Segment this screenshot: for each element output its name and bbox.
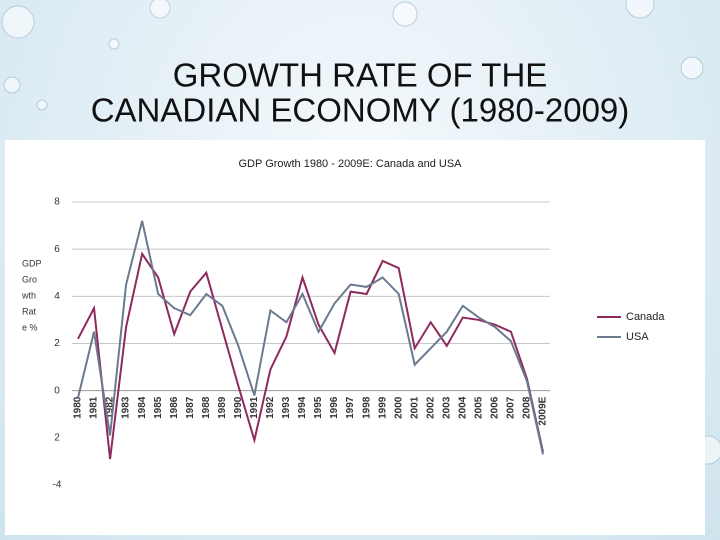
y-axis-label: Rat xyxy=(22,306,37,316)
y-tick-label: 8 xyxy=(54,197,60,208)
x-tick-label: 1980 xyxy=(73,396,84,419)
y-axis-label: GDP xyxy=(22,258,42,268)
y-axis-label: e % xyxy=(22,322,38,332)
x-tick-label: 1985 xyxy=(153,396,164,419)
series-line xyxy=(77,251,544,460)
series-line xyxy=(77,220,544,455)
x-tick-label: 1993 xyxy=(281,396,292,419)
y-tick-label: 4 xyxy=(54,291,60,302)
x-tick-label: 1991 xyxy=(249,396,260,419)
x-tick-label: 2009E xyxy=(538,396,549,425)
x-tick-label: 2006 xyxy=(490,396,501,419)
x-tick-label: 1998 xyxy=(361,396,372,419)
x-tick-label: 1988 xyxy=(201,396,212,419)
legend-label: Canada xyxy=(626,311,665,323)
x-tick-label: 2000 xyxy=(393,396,404,419)
x-tick-label: 2002 xyxy=(425,396,436,419)
x-tick-label: 1995 xyxy=(313,396,324,419)
x-tick-label: 1999 xyxy=(377,396,388,419)
x-tick-label: 2005 xyxy=(474,396,485,419)
x-tick-label: 1992 xyxy=(265,396,276,419)
y-tick-label: 0 xyxy=(54,385,60,396)
y-axis-label: wth xyxy=(21,290,36,300)
x-tick-label: 1996 xyxy=(329,396,340,419)
x-tick-label: 1983 xyxy=(121,396,132,419)
x-tick-label: 2007 xyxy=(506,396,517,419)
chart-title: GDP Growth 1980 - 2009E: Canada and USA xyxy=(239,158,463,170)
x-tick-label: 2003 xyxy=(441,396,452,419)
x-tick-label: 2001 xyxy=(409,396,420,419)
y-tick-label: 2 xyxy=(54,338,60,349)
y-tick-label: 6 xyxy=(54,244,60,255)
x-tick-label: 1981 xyxy=(89,396,100,419)
x-tick-label: 1990 xyxy=(233,396,244,419)
slide-title: GROWTH RATE OF THE xyxy=(173,57,548,94)
y-tick-label: 2 xyxy=(54,432,60,443)
x-tick-label: 2008 xyxy=(522,396,533,419)
x-tick-label: 1987 xyxy=(185,396,196,419)
chart-area xyxy=(5,140,705,535)
y-axis-label: Gro xyxy=(22,274,37,284)
y-tick-label: -4 xyxy=(53,480,62,491)
x-tick-label: 1997 xyxy=(345,396,356,419)
x-tick-label: 1982 xyxy=(105,396,116,419)
legend-label: USA xyxy=(626,331,649,343)
x-tick-label: 1984 xyxy=(137,396,148,419)
x-tick-label: 2004 xyxy=(457,396,468,419)
slide-title: CANADIAN ECONOMY (1980-2009) xyxy=(91,92,630,129)
x-tick-label: 1986 xyxy=(169,396,180,419)
x-tick-label: 1994 xyxy=(297,396,308,419)
x-tick-label: 1989 xyxy=(217,396,228,419)
